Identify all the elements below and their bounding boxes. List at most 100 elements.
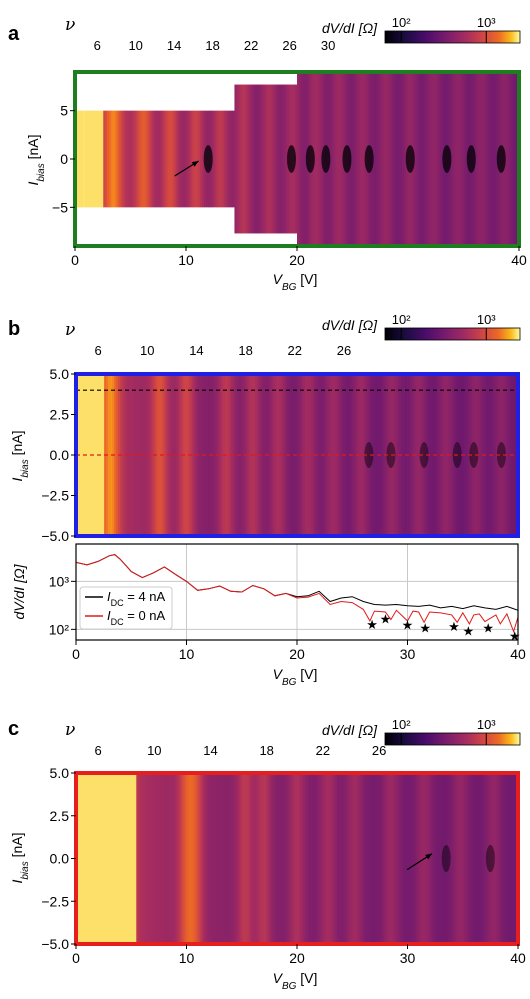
- heatmap-cell: [151, 110, 155, 208]
- heatmap-cell: [450, 72, 453, 246]
- linecut-series: [76, 554, 518, 634]
- dark-spot: [364, 145, 374, 173]
- heatmap-cell: [200, 110, 203, 208]
- heatmap-cell: [266, 84, 270, 234]
- heatmap-cell: [260, 84, 264, 234]
- heatmap-cell: [483, 773, 487, 944]
- heatmap-cell: [202, 110, 205, 208]
- heatmap-cell: [489, 773, 493, 944]
- heatmap-cell: [163, 110, 167, 208]
- heatmap-cell: [276, 84, 280, 234]
- heatmap-cell: [387, 72, 391, 246]
- heatmap-cell: [401, 773, 405, 944]
- heatmap-cell: [234, 374, 238, 536]
- heatmap-cell: [405, 773, 409, 944]
- heatmap-cell: [403, 773, 407, 944]
- nu-tick-label: 26: [282, 38, 296, 53]
- heatmap-cell: [437, 374, 441, 536]
- heatmap-cell: [240, 773, 244, 944]
- heatmap-cell: [149, 110, 153, 208]
- heatmap-cell: [173, 110, 177, 208]
- heatmap-cell: [389, 773, 393, 944]
- y-tick-label: −5.0: [41, 528, 69, 544]
- dark-spot: [485, 844, 495, 873]
- heatmap-cell: [343, 773, 346, 944]
- heatmap-cell: [411, 773, 415, 944]
- heatmap-cell: [174, 773, 178, 944]
- heatmap-cell: [305, 374, 308, 536]
- colorbar-label: dV/dI [Ω]: [322, 722, 378, 738]
- heatmap-cell: [456, 72, 460, 246]
- heatmap-cell: [181, 110, 185, 208]
- heatmap-cell: [407, 773, 411, 944]
- heatmap-cell: [505, 374, 509, 536]
- heatmap-cell: [256, 84, 260, 234]
- heatmap-cell: [313, 773, 316, 944]
- heatmap-cell: [459, 773, 463, 944]
- nu-tick-label: 14: [189, 343, 203, 358]
- y-tick-label: 5.0: [50, 765, 70, 781]
- heatmap-cell: [139, 110, 143, 208]
- heatmap-cell: [260, 773, 264, 944]
- x-axis-label: VBG [V]: [273, 666, 318, 688]
- heatmap-cell: [278, 84, 282, 234]
- heatmap-cell: [422, 72, 425, 246]
- heatmap-cell: [81, 110, 84, 208]
- y-tick-label: 2.5: [50, 808, 70, 824]
- heatmap-cell: [494, 72, 498, 246]
- y-axis-label: dV/dI [Ω]: [11, 563, 27, 619]
- heatmap-cell: [169, 110, 173, 208]
- heatmap-cell: [514, 72, 518, 246]
- y-axis-label-unit: [nA]: [9, 832, 25, 861]
- y-tick-label: −5: [52, 199, 68, 215]
- nu-tick-label: 26: [372, 743, 386, 758]
- y-axis-label-main: I: [9, 880, 25, 884]
- heatmap-cell: [465, 374, 469, 536]
- heatmap-cell: [475, 773, 479, 944]
- heatmap-cell: [486, 72, 490, 246]
- colorbar-tick-label: 10²: [392, 312, 411, 327]
- heatmap-cell: [236, 773, 240, 944]
- heatmap-cell: [303, 374, 306, 536]
- heatmap-cell: [479, 773, 483, 944]
- heatmap-cell: [238, 773, 242, 944]
- heatmap-cell: [91, 110, 94, 208]
- x-axis-label-unit: [V]: [296, 666, 317, 682]
- heatmap-cell: [232, 773, 236, 944]
- heatmap-cell: [286, 773, 290, 944]
- heatmap-cell: [391, 72, 395, 246]
- heatmap-cell: [383, 72, 387, 246]
- nu-tick-label: 22: [316, 743, 330, 758]
- heatmap-cell: [423, 374, 427, 536]
- star-marker: ★: [509, 628, 521, 643]
- heatmap-cell: [226, 374, 230, 536]
- heatmap-cell: [339, 72, 342, 246]
- heatmap-cell: [441, 773, 445, 944]
- heatmap-cell: [421, 773, 425, 944]
- heatmap-cell: [130, 773, 133, 944]
- heatmap-cell: [375, 374, 378, 536]
- nu-tick-label: 18: [259, 743, 273, 758]
- heatmap-cell: [216, 110, 219, 208]
- heatmap-cell: [109, 110, 112, 208]
- heatmap-cell: [462, 72, 466, 246]
- heatmap-cell: [228, 773, 232, 944]
- heatmap-cell: [294, 773, 298, 944]
- heatmap-cell: [244, 84, 248, 234]
- y-tick-label: 5.0: [50, 366, 70, 382]
- heatmap-cell: [337, 773, 340, 944]
- nu-tick-label: 22: [288, 343, 302, 358]
- heatmap-cell: [333, 374, 336, 536]
- heatmap-cell: [208, 773, 212, 944]
- heatmap-cell: [317, 72, 320, 246]
- heatmap-cell: [194, 110, 197, 208]
- heatmap-cell: [282, 374, 286, 536]
- heatmap-cell: [186, 110, 189, 208]
- heatmap-cell: [186, 773, 190, 944]
- star-marker: ★: [366, 617, 378, 632]
- x-axis-label-unit: [V]: [296, 970, 317, 986]
- heatmap-cell: [140, 773, 143, 944]
- heatmap-c: [76, 773, 518, 944]
- heatmap-cell: [188, 110, 191, 208]
- heatmap-cell: [110, 773, 113, 944]
